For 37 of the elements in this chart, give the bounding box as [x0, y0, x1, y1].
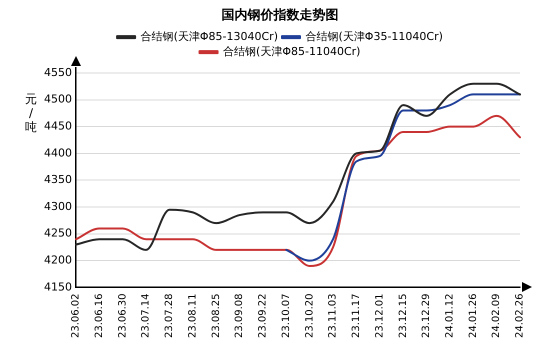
x-tick-label: 23.11.03 — [328, 293, 339, 338]
y-tick-label: 4200 — [44, 254, 72, 267]
x-tick-label: 23.06.02 — [70, 293, 82, 338]
x-tick-label: 23.06.30 — [117, 293, 128, 338]
y-axis-title: 元/吨 — [24, 92, 38, 134]
y-tick-label: 4500 — [44, 92, 72, 106]
legend-label: 合结钢(天津Φ85-13040Cr) — [140, 30, 278, 43]
y-tick-label: 4300 — [44, 200, 72, 213]
y-tick-label: 4550 — [44, 66, 72, 79]
x-tick-label: 23.08.11 — [187, 293, 198, 338]
y-tick-label: 4250 — [44, 226, 72, 240]
legend-label: 合结钢(天津Φ85-11040Cr) — [223, 44, 360, 58]
x-tick-label: 23.12.15 — [398, 293, 409, 338]
x-tick-label: 23.09.22 — [258, 293, 269, 338]
y-tick-label: 4450 — [44, 119, 72, 132]
x-tick-label: 23.10.07 — [280, 293, 292, 338]
x-tick-label: 23.12.01 — [374, 293, 386, 338]
x-tick-label: 24.02.26 — [514, 293, 526, 338]
legend-label: 合结钢(天津Φ35-11040Cr) — [306, 30, 443, 43]
x-tick-label: 24.02.09 — [491, 293, 502, 338]
x-tick-label: 23.10.20 — [304, 293, 316, 338]
x-tick-label: 24.01.26 — [468, 293, 479, 338]
x-tick-label: 23.12.29 — [421, 293, 432, 338]
x-tick-label: 23.08.25 — [210, 293, 222, 338]
line-series — [74, 114, 521, 268]
y-tick-label: 4150 — [44, 280, 72, 294]
y-tick-label: 4350 — [44, 173, 72, 186]
x-tick-label: 23.07.14 — [140, 293, 152, 338]
x-tick-label: 23.07.28 — [164, 293, 176, 338]
x-tick-label: 24.01.12 — [444, 293, 456, 338]
chart-title: 国内钢价指数走势图 — [222, 7, 338, 24]
x-tick-label: 23.11.17 — [351, 293, 362, 338]
line-series — [74, 82, 521, 251]
x-tick-label: 23.09.08 — [234, 293, 246, 338]
y-tick-label: 4400 — [44, 146, 72, 160]
line-series — [285, 93, 521, 262]
x-tick-label: 23.06.16 — [94, 293, 105, 338]
